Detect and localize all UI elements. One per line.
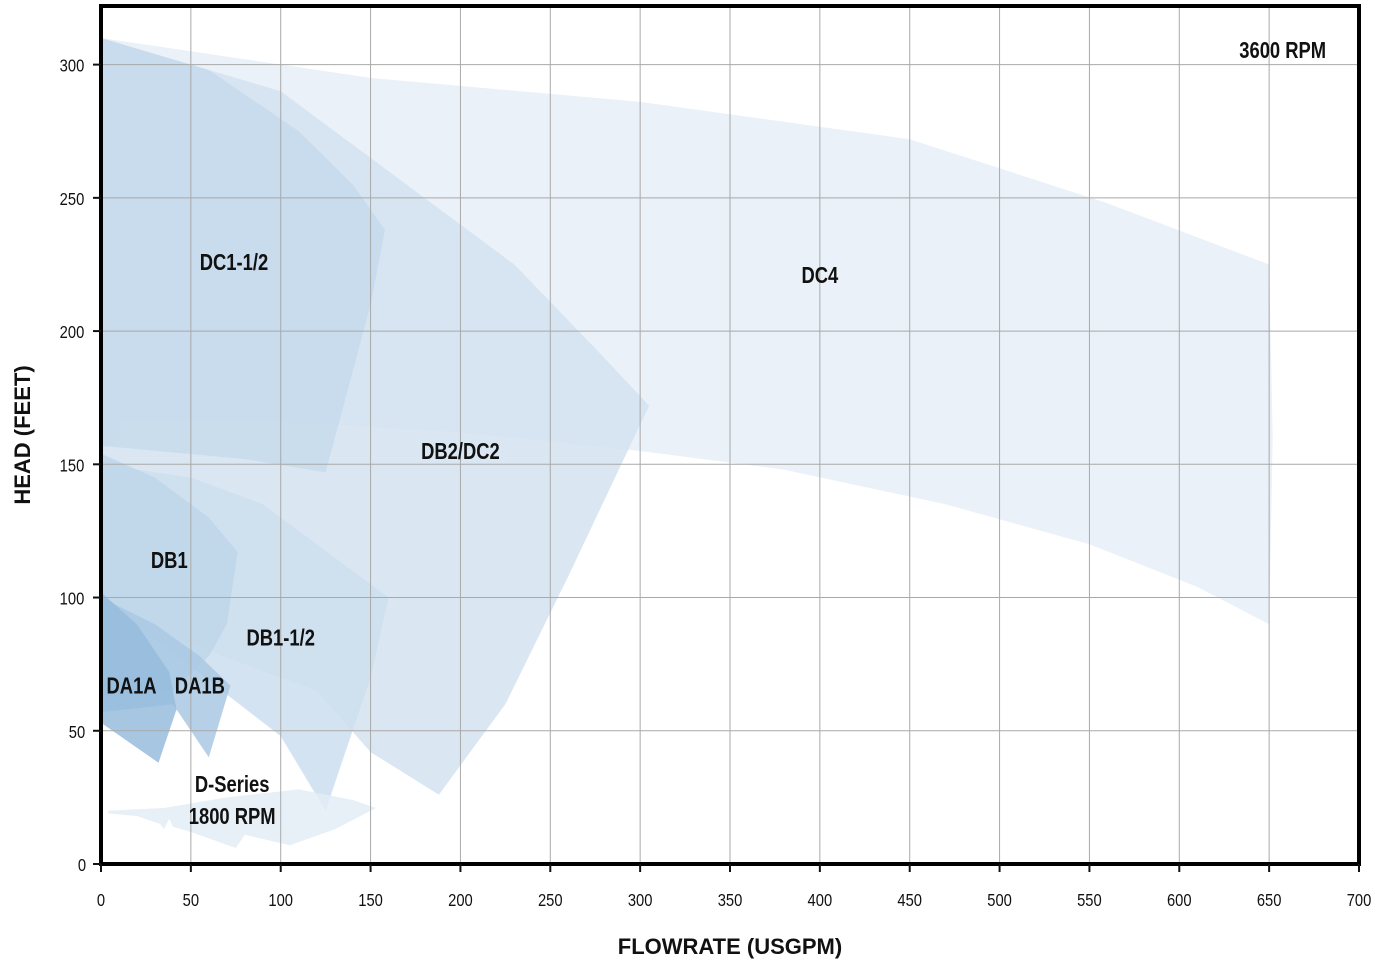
y-tick-label-250: 250 — [60, 190, 85, 210]
region-label-dc1-1-2: DC1-1/2 — [200, 250, 268, 275]
x-tick-label-600: 600 — [1167, 891, 1192, 911]
x-tick-label-400: 400 — [808, 891, 833, 911]
y-tick-label-300: 300 — [60, 56, 85, 76]
region-label-db1-1-2: DB1-1/2 — [246, 626, 314, 651]
x-tick-label-450: 450 — [897, 891, 922, 911]
x-tick-label-350: 350 — [718, 891, 743, 911]
y-axis-ticks: 0 50 100 150 200 250 300 — [60, 56, 101, 875]
region-label-d-series-1800-rpm: D-Series 1800 RPM — [189, 772, 276, 829]
x-tick-label-150: 150 — [358, 891, 383, 911]
x-tick-label-100: 100 — [268, 891, 293, 911]
x-tick-label-0: 0 — [97, 891, 105, 911]
x-axis-title: FLOWRATE (USGPM) — [618, 934, 842, 959]
region-label-db1: DB1 — [151, 548, 188, 573]
y-tick-label-0: 0 — [78, 856, 86, 876]
y-tick-label-150: 150 — [60, 456, 85, 476]
x-tick-label-650: 650 — [1257, 891, 1282, 911]
x-tick-label-200: 200 — [448, 891, 473, 911]
region-d-series-1800-rpm — [108, 789, 376, 848]
grid-lines — [101, 6, 1359, 864]
x-tick-label-550: 550 — [1077, 891, 1102, 911]
x-tick-label-250: 250 — [538, 891, 563, 911]
x-tick-label-500: 500 — [987, 891, 1012, 911]
region-dc1-1-2 — [101, 38, 385, 473]
coverage-regions — [101, 38, 1273, 848]
region-label-db2-dc2: DB2/DC2 — [421, 439, 500, 464]
x-tick-label-50: 50 — [183, 891, 199, 911]
y-tick-label-50: 50 — [69, 722, 85, 742]
region-labels: DC4 DB2/DC2 DC1-1/2 DB1-1/2 DB1 DA1B DA1A D-Ser… — [107, 250, 839, 830]
y-axis-title: HEAD (FEET) — [10, 365, 35, 504]
region-label-da1a: DA1A — [107, 674, 157, 699]
x-tick-label-700: 700 — [1347, 891, 1372, 911]
y-tick-label-100: 100 — [60, 589, 85, 609]
region-label-da1b: DA1B — [175, 674, 225, 699]
x-tick-label-300: 300 — [628, 891, 653, 911]
region-label-dc4: DC4 — [802, 263, 839, 288]
y-tick-label-200: 200 — [60, 323, 85, 343]
x-axis-ticks: 0 50 100 150 200 250 300 350 400 450 500 550 600 650 7… — [97, 864, 1371, 910]
region-da1a — [101, 592, 177, 763]
rpm-annotation: 3600 RPM — [1239, 38, 1326, 63]
